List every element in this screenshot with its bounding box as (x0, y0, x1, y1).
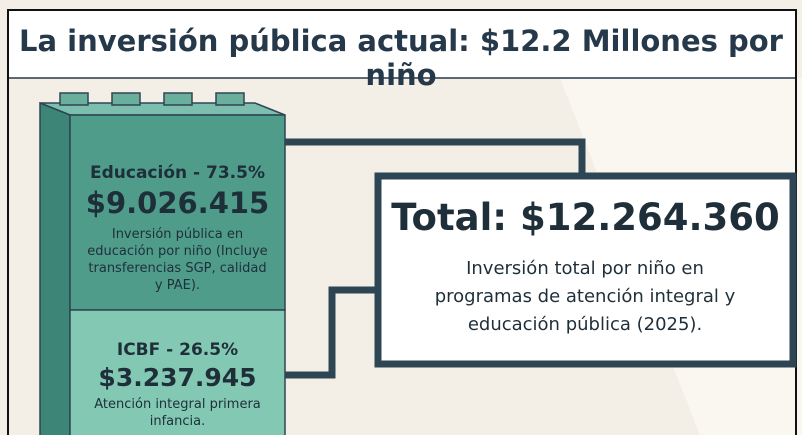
total-amount: Total: $12.264.360 (391, 196, 780, 239)
block-description: Inversión pública en educación por niño … (87, 227, 268, 293)
total-description: Inversión total por niño en programas de… (434, 258, 736, 335)
block-amount: $3.237.945 (98, 363, 257, 392)
total-box (374, 172, 797, 368)
block-heading: Educación - 73.5% (90, 163, 265, 183)
column-side (39, 101, 71, 435)
title-bar (8, 10, 796, 78)
block-heading: ICBF - 26.5% (116, 340, 239, 360)
block-description: Atención integral primera infancia. (94, 397, 261, 429)
icbf-block (69, 309, 286, 435)
connector (285, 138, 586, 176)
crenellations (59, 92, 245, 106)
title: La inversión pública actual: $12.2 Millo… (19, 24, 783, 92)
connector (285, 286, 378, 379)
education-block (69, 114, 286, 311)
block-amount: $9.026.415 (85, 186, 270, 220)
